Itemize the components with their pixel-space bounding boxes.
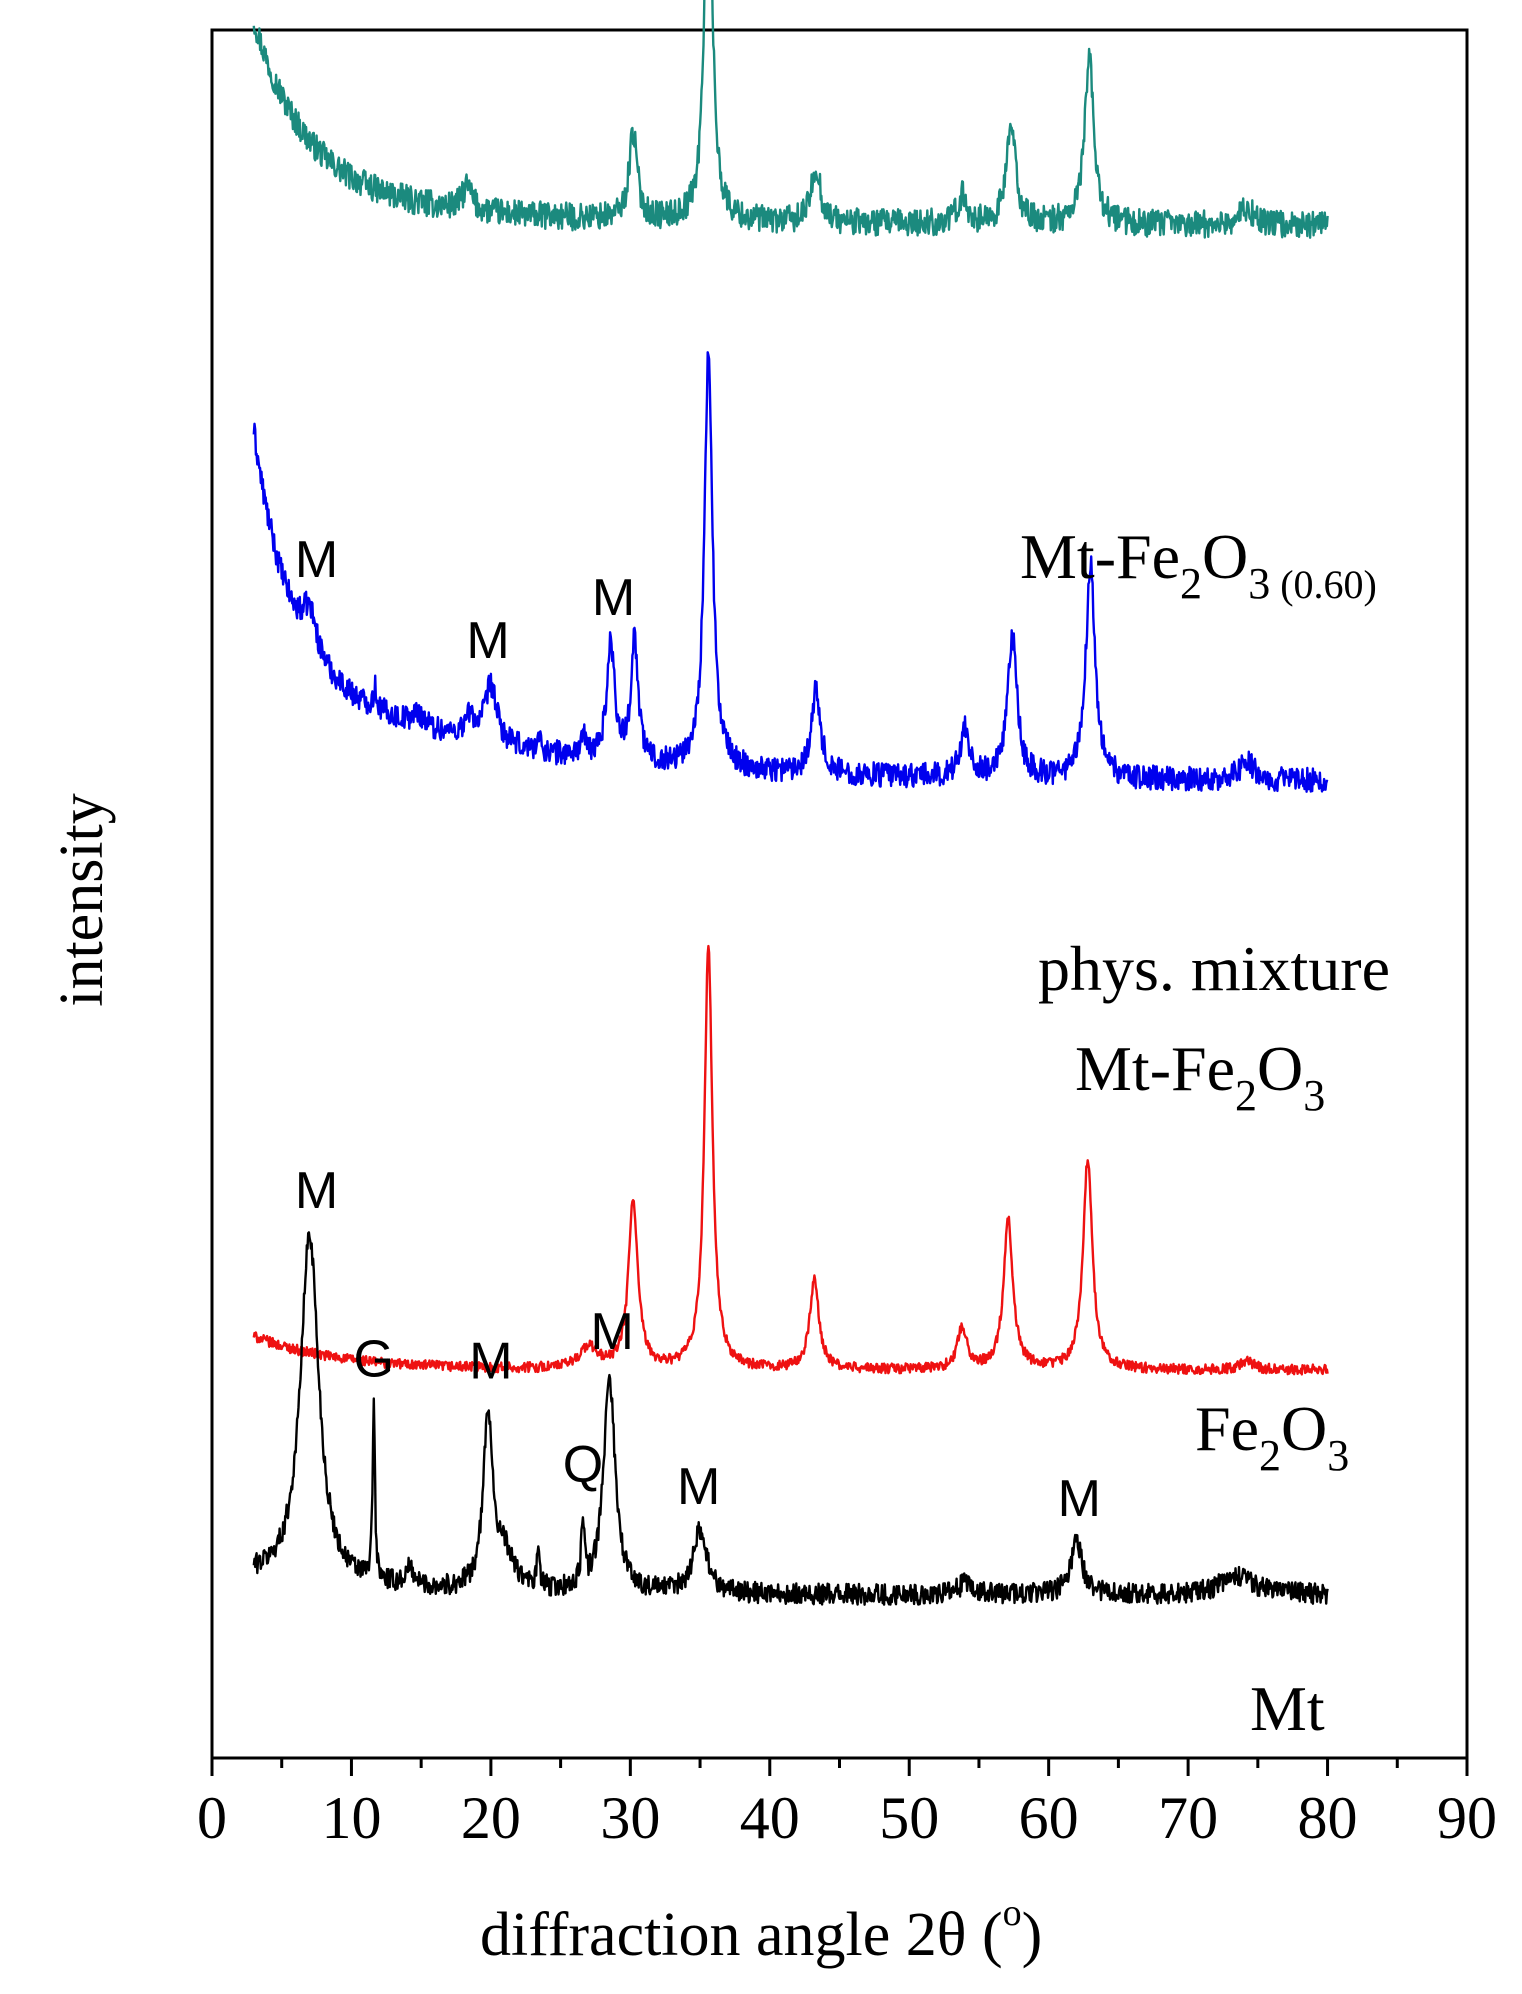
- x-tick-label: 50: [879, 1785, 939, 1851]
- series-label-mt: Mt: [1250, 1673, 1325, 1744]
- series-line-mt: [252, 1231, 1329, 1606]
- series-lines: [252, 0, 1329, 1606]
- series-label-phys-mixture-line1: phys. mixture: [1038, 933, 1390, 1004]
- peak-label-m: M: [295, 1162, 338, 1220]
- x-tick-label: 40: [740, 1785, 800, 1851]
- x-tick-label: 0: [197, 1785, 227, 1851]
- peak-label-m: M: [1058, 1470, 1101, 1528]
- peak-label-q: Q: [563, 1436, 603, 1494]
- peak-label-g: G: [354, 1330, 394, 1388]
- x-axis-title: diffraction angle 2θ (o): [480, 1892, 1042, 1969]
- x-tick-label: 80: [1298, 1785, 1358, 1851]
- series-label-phys-mixture-line2: Mt-Fe2O3: [1075, 1033, 1325, 1120]
- peak-label-m: M: [591, 1303, 634, 1361]
- x-tick-label: 10: [321, 1785, 381, 1851]
- x-tick-label: 70: [1158, 1785, 1218, 1851]
- x-tick-label: 90: [1437, 1785, 1497, 1851]
- x-tick-label: 20: [461, 1785, 521, 1851]
- series-line-mt_fe2o3_060: [252, 0, 1329, 239]
- peak-label-m: M: [592, 569, 635, 627]
- peak-label-m: M: [677, 1458, 720, 1516]
- x-tick-label: 30: [600, 1785, 660, 1851]
- y-axis-title: intensity: [48, 793, 116, 1007]
- peak-label-m: M: [469, 1333, 512, 1391]
- peak-label-m: M: [295, 531, 338, 589]
- x-tick-label: 60: [1019, 1785, 1079, 1851]
- series-line-fe2o3: [252, 944, 1329, 1376]
- series-label-mt-fe2o3-060: Mt-Fe2O3 (0.60): [1020, 521, 1377, 608]
- peak-label-m: M: [466, 612, 509, 670]
- x-axis-ticks: [210, 1758, 1469, 1776]
- x-axis-tick-labels: 0 10 20 30 40 50 60 70 80 90: [197, 1785, 1497, 1851]
- series-line-phys_mixture: [252, 351, 1329, 793]
- series-label-fe2o3: Fe2O3: [1195, 1393, 1349, 1480]
